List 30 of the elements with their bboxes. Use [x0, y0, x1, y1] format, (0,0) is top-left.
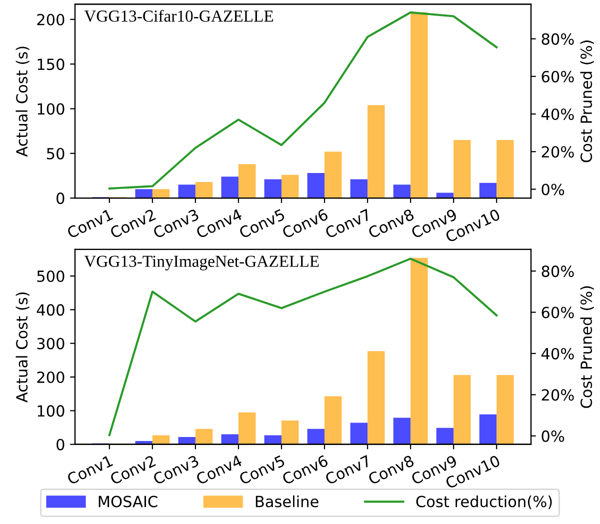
- y-tick-label: 0: [56, 438, 64, 450]
- y2-tick-label: 60%: [542, 70, 574, 82]
- y-tick-label: 200: [37, 14, 64, 26]
- y2-tick-label: 60%: [542, 306, 574, 318]
- y2-tick-label: 40%: [541, 108, 574, 120]
- y-tick-label: 500: [37, 270, 64, 282]
- y-axis-title: Actual Cost (s): [16, 292, 30, 402]
- y2-tick-label: 0%: [542, 430, 564, 442]
- y-tick-label: 300: [37, 338, 64, 350]
- legend-label: Baseline: [256, 495, 318, 508]
- y-tick-label: 400: [36, 304, 64, 316]
- legend-label: Cost reduction(%): [416, 495, 552, 510]
- y-axis-title: Actual Cost (s): [16, 46, 30, 157]
- y-tick-label: 50: [47, 148, 64, 160]
- y2-tick-label: 20%: [542, 389, 574, 401]
- y-tick-label: 100: [38, 103, 64, 115]
- y2-axis-title: Cost Pruned (%): [580, 40, 594, 162]
- y2-tick-label: 0%: [542, 184, 564, 196]
- y2-axis-title: Cost Pruned (%): [580, 286, 594, 408]
- chart-title: VGG13-TinyImageNet-GAZELLE: [84, 256, 319, 270]
- y2-tick-label: 80%: [542, 33, 574, 45]
- y-tick-label: 0: [56, 192, 64, 204]
- y-tick-label: 100: [38, 405, 64, 417]
- y2-tick-label: 20%: [542, 146, 574, 158]
- chart-title: VGG13-Cifar10-GAZELLE: [84, 10, 274, 22]
- legend-label: MOSAIC: [98, 496, 158, 508]
- y-tick-label: 200: [37, 371, 64, 384]
- y2-tick-label: 80%: [542, 266, 574, 278]
- y-tick-label: 150: [38, 58, 64, 70]
- y2-tick-label: 40%: [541, 348, 574, 360]
